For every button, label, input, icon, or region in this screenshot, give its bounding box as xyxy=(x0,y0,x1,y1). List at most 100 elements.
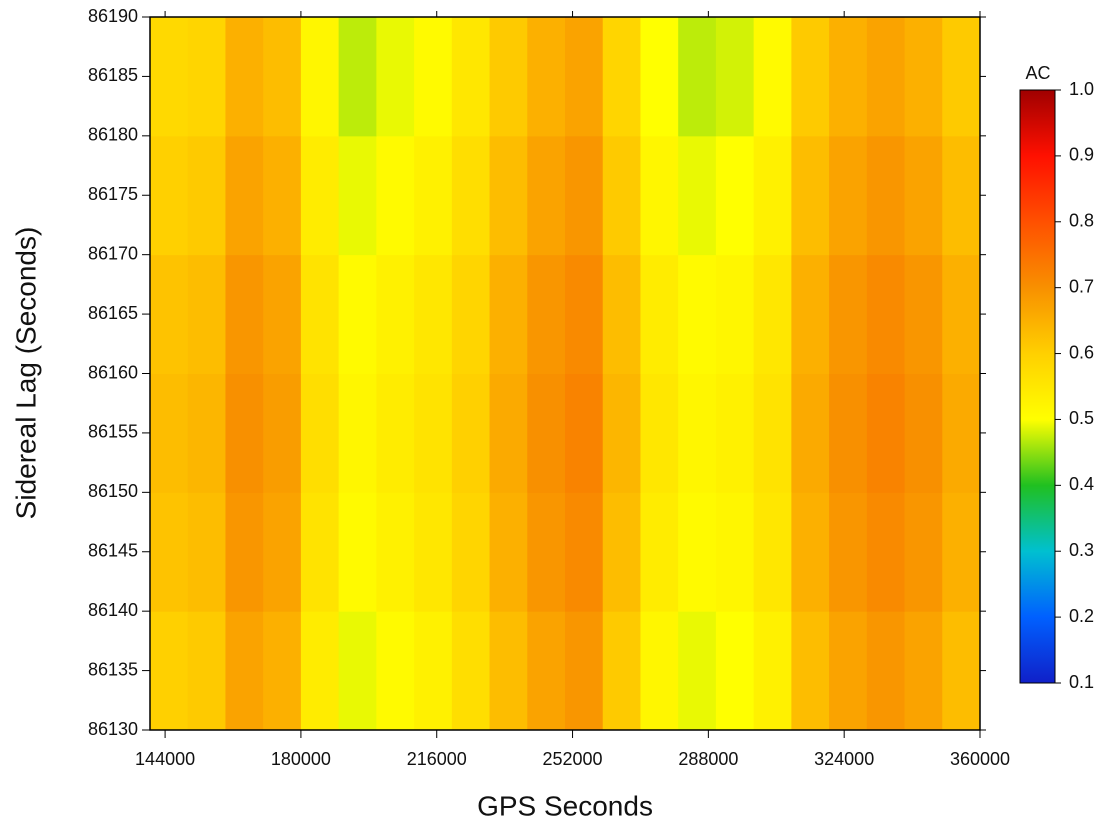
heatmap-cell xyxy=(263,611,302,731)
heatmap-cell xyxy=(527,492,566,612)
colorbar-tick-label: 0.4 xyxy=(1069,474,1094,494)
heatmap-cell xyxy=(904,135,943,256)
heatmap-cell xyxy=(829,17,868,137)
x-tick-label: 360000 xyxy=(950,749,1010,769)
heatmap-cell xyxy=(640,17,679,137)
heatmap-cell xyxy=(602,492,641,612)
heatmap-cell xyxy=(791,373,830,493)
y-tick-label: 86140 xyxy=(88,600,138,620)
x-tick-label: 252000 xyxy=(543,749,603,769)
heatmap-cell xyxy=(565,17,604,137)
heatmap-cell xyxy=(338,254,377,374)
y-tick-label: 86165 xyxy=(88,303,138,323)
heatmap-cell xyxy=(414,492,453,612)
heatmap-cell xyxy=(263,373,302,493)
heatmap-cell xyxy=(263,135,302,256)
heatmap-cell xyxy=(678,373,717,493)
heatmap-cell xyxy=(300,492,340,612)
heatmap-cell xyxy=(527,254,566,374)
x-tick-label: 180000 xyxy=(271,749,331,769)
y-tick-label: 86135 xyxy=(88,659,138,679)
heatmap-cell xyxy=(263,254,302,374)
colorbar-title: AC xyxy=(1025,63,1050,83)
heatmap-cell xyxy=(376,254,415,374)
heatmap-cell xyxy=(338,373,377,493)
heatmap-cell xyxy=(300,17,340,137)
colorbar-tick-label: 0.7 xyxy=(1069,276,1094,296)
heatmap-cell xyxy=(225,492,264,612)
heatmap-cell xyxy=(300,254,340,374)
heatmap-cell xyxy=(829,611,868,731)
y-tick-label: 86175 xyxy=(88,184,138,204)
heatmap-cell xyxy=(489,373,528,493)
heatmap-cell xyxy=(565,373,604,493)
x-tick-label: 324000 xyxy=(814,749,874,769)
heatmap-cell xyxy=(150,611,189,731)
colorbar xyxy=(1019,89,1056,684)
heatmap-cell xyxy=(225,373,264,493)
heatmap-cell xyxy=(866,373,906,493)
heatmap-cell xyxy=(150,373,189,493)
heatmap-cell xyxy=(263,492,302,612)
heatmap-cell xyxy=(678,611,717,731)
colorbar-tick-label: 0.6 xyxy=(1069,342,1094,362)
heatmap-cell xyxy=(338,17,377,137)
heatmap-cell xyxy=(376,373,415,493)
heatmap-cell xyxy=(715,17,755,137)
heatmap-cell xyxy=(904,611,943,731)
heatmap-cell xyxy=(942,135,981,256)
heatmap-cell xyxy=(602,611,641,731)
heatmap-cell xyxy=(187,135,226,256)
heatmap-cell xyxy=(451,135,491,256)
y-tick-label: 86150 xyxy=(88,481,138,501)
heatmap-cell xyxy=(866,17,906,137)
heatmap-cell xyxy=(640,611,679,731)
heatmap-cell xyxy=(263,17,302,137)
heatmap-cell xyxy=(489,135,528,256)
heatmap-cell xyxy=(414,17,453,137)
heatmap-cell xyxy=(753,17,792,137)
y-axis-title: Sidereal Lag (Seconds) xyxy=(10,227,41,520)
heatmap-cell xyxy=(791,492,830,612)
heatmap-cell xyxy=(414,373,453,493)
heatmap-cell xyxy=(338,492,377,612)
y-tick-label: 86160 xyxy=(88,362,138,382)
colorbar-tick-label: 0.1 xyxy=(1069,672,1094,692)
heatmap-cell xyxy=(338,135,377,256)
heatmap-cell xyxy=(376,611,415,731)
colorbar-tick-label: 0.2 xyxy=(1069,606,1094,626)
heatmap-cell xyxy=(791,254,830,374)
heatmap-cell xyxy=(489,17,528,137)
heatmap-cell xyxy=(753,254,792,374)
heatmap-cell xyxy=(300,373,340,493)
heatmap-cell xyxy=(225,17,264,137)
heatmap-cell xyxy=(640,135,679,256)
heatmap-cell xyxy=(942,492,981,612)
colorbar-tick-label: 1.0 xyxy=(1069,79,1094,99)
heatmap-cell xyxy=(715,135,755,256)
heatmap-cell xyxy=(565,135,604,256)
heatmap-cell xyxy=(791,135,830,256)
heatmap-cell xyxy=(489,254,528,374)
heatmap-cell xyxy=(187,373,226,493)
colorbar-tick-label: 0.3 xyxy=(1069,540,1094,560)
heatmap-cell xyxy=(942,254,981,374)
heatmap-cell xyxy=(527,611,566,731)
heatmap-cell xyxy=(715,254,755,374)
heatmap-cell xyxy=(866,611,906,731)
heatmap-cell xyxy=(640,373,679,493)
heatmap-cell xyxy=(829,135,868,256)
heatmap-cell xyxy=(602,135,641,256)
heatmap-cell xyxy=(187,611,226,731)
heatmap-cell xyxy=(565,611,604,731)
heatmap-cell xyxy=(187,254,226,374)
heatmap-cell xyxy=(602,17,641,137)
colorbar-tick-label: 0.5 xyxy=(1069,408,1094,428)
heatmap-cell xyxy=(225,135,264,256)
heatmap-cell xyxy=(527,135,566,256)
heatmap-cell xyxy=(904,492,943,612)
heatmap-cell xyxy=(376,492,415,612)
y-tick-label: 86170 xyxy=(88,243,138,263)
y-tick-label: 86190 xyxy=(88,6,138,26)
colorbar-tick-label: 0.8 xyxy=(1069,211,1094,231)
